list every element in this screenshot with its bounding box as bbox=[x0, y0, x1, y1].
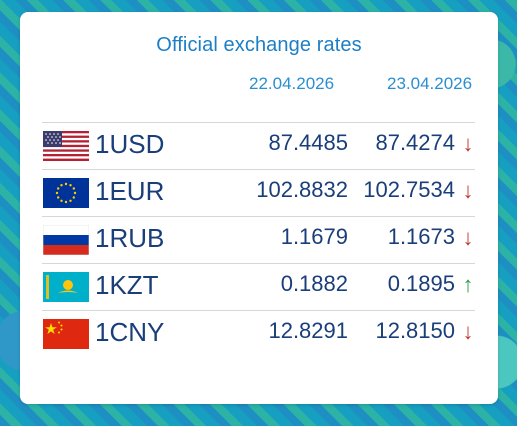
widget-title: Official exchange rates bbox=[156, 34, 362, 56]
ru-flag-icon bbox=[43, 225, 89, 255]
cn-flag-icon bbox=[43, 319, 89, 349]
rate-row-eur: 1EUR 102.8832 102.7534 ↓ bbox=[42, 169, 475, 216]
eu-flag-icon bbox=[43, 178, 89, 208]
rate-row-kzt: 1KZT 0.1882 0.1895 ↑ bbox=[42, 263, 475, 310]
rate-previous: 12.8291 bbox=[268, 318, 348, 343]
us-flag-icon bbox=[43, 131, 89, 161]
rate-current: 87.4274 bbox=[375, 130, 455, 155]
rate-previous: 0.1882 bbox=[280, 271, 348, 296]
trend-down-icon: ↓ bbox=[462, 319, 474, 344]
rate-current: 12.8150 bbox=[375, 318, 455, 343]
date-previous: 22.04.2026 bbox=[249, 74, 335, 93]
rate-current: 0.1895 bbox=[387, 271, 455, 296]
currency-code: 1USD bbox=[95, 129, 165, 159]
currency-code: 1KZT bbox=[95, 270, 159, 300]
kz-flag-icon bbox=[43, 272, 89, 302]
trend-down-icon: ↓ bbox=[462, 178, 474, 203]
exchange-rates-card: Official exchange rates 22.04.2026 23.04… bbox=[20, 12, 498, 404]
date-current: 23.04.2026 bbox=[387, 74, 473, 93]
rate-current: 1.1673 bbox=[387, 224, 455, 249]
trend-down-icon: ↓ bbox=[462, 225, 474, 250]
rate-previous: 87.4485 bbox=[268, 130, 348, 155]
rate-row-rub: 1RUB 1.1679 1.1673 ↓ bbox=[42, 216, 475, 263]
currency-code: 1EUR bbox=[95, 176, 165, 206]
rates-table: 1USD 87.4485 87.4274 ↓ 1EUR 102.8832 bbox=[42, 122, 475, 357]
rate-row-usd: 1USD 87.4485 87.4274 ↓ bbox=[42, 122, 475, 169]
rate-previous: 1.1679 bbox=[280, 224, 348, 249]
rate-row-cny: 1CNY 12.8291 12.8150 ↓ bbox=[42, 310, 475, 357]
currency-code: 1CNY bbox=[95, 317, 165, 347]
trend-up-icon: ↑ bbox=[462, 272, 474, 297]
rate-current: 102.7534 bbox=[363, 177, 455, 202]
rate-previous: 102.8832 bbox=[256, 177, 348, 202]
trend-down-icon: ↓ bbox=[462, 131, 474, 156]
currency-code: 1RUB bbox=[95, 223, 165, 253]
